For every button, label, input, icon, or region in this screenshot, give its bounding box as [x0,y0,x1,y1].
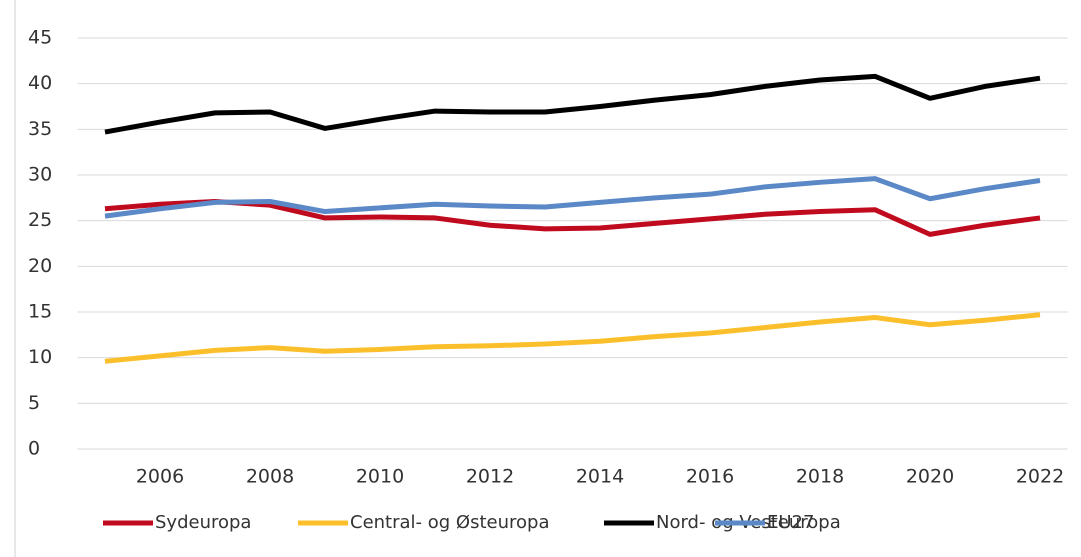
x-tick-label: 2018 [796,466,844,488]
y-tick-label: 10 [28,346,52,368]
line-series [104,198,1041,237]
y-tick-label: 30 [28,164,52,186]
y-tick-label: 40 [28,72,52,94]
legend-label: Central- og Østeuropa [350,512,549,533]
x-tick-label: 2022 [1016,466,1064,488]
x-tick-label: 2010 [356,466,404,488]
y-tick-label: 15 [28,301,52,323]
y-tick-label: 20 [28,255,52,277]
x-tick-label: 2020 [906,466,954,488]
x-tick-label: 2014 [576,466,624,488]
y-tick-label: 0 [28,438,40,460]
legend-label: EU27 [767,512,814,533]
y-tick-label: 35 [28,118,52,140]
x-tick-label: 2006 [136,466,184,488]
y-tick-label: 25 [28,209,52,231]
x-tick-label: 2012 [466,466,514,488]
y-tick-label: 5 [28,392,40,414]
line-series [104,176,1041,219]
x-tick-label: 2008 [246,466,294,488]
line-series [104,312,1041,364]
line-series [104,73,1041,135]
x-tick-label: 2016 [686,466,734,488]
y-tick-label: 45 [28,27,52,49]
legend-label: Sydeuropa [155,512,251,533]
